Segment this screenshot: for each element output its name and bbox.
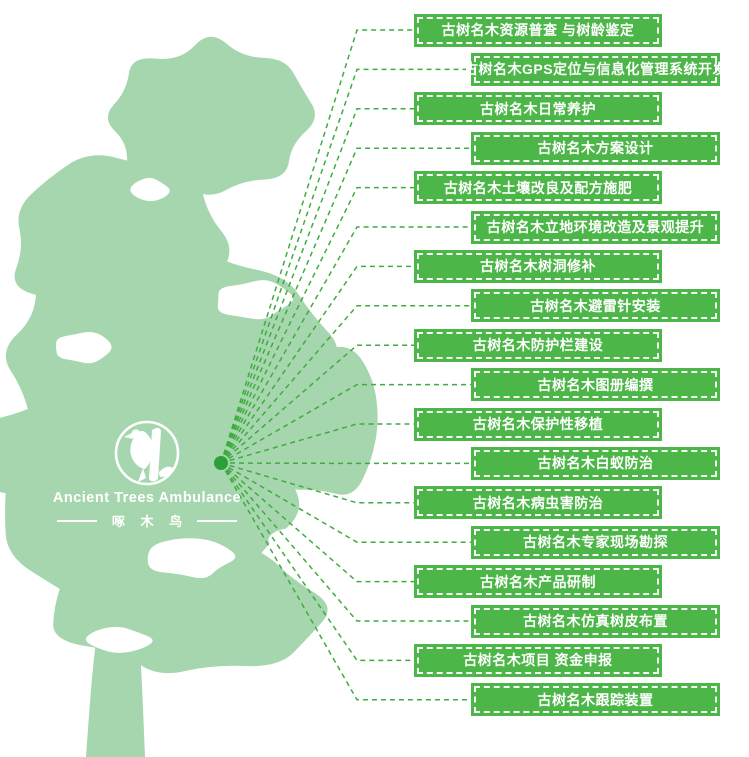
connector-line <box>220 462 418 504</box>
connector-line <box>220 186 418 464</box>
service-banner[interactable]: 古树名木避雷针安装 <box>471 289 720 323</box>
canopy-gap <box>85 626 153 653</box>
banner-label: 古树名木项目 资金申报 <box>463 652 613 669</box>
service-banner[interactable]: 古树名木项目 资金申报 <box>414 643 662 677</box>
connector-line <box>220 383 475 464</box>
canopy-blob <box>0 399 106 501</box>
connector-line <box>220 462 475 701</box>
canopy-gaps <box>56 177 313 653</box>
banner-label: 古树名木树洞修补 <box>480 258 596 275</box>
service-banner[interactable]: 古树名木跟踪装置 <box>471 683 720 717</box>
banner-label: 古树名木资源普查 与树龄鉴定 <box>441 22 635 38</box>
banner-label: 古树名木跟踪装置 <box>537 691 654 708</box>
banner-label: 古树名木白蚁防治 <box>537 455 654 472</box>
banner-label: 古树名木仿真树皮布置 <box>523 613 668 629</box>
banner-dashed-frame: 古树名木保护性移植 <box>417 410 659 438</box>
service-banner[interactable]: 古树名木专家现场勘探 <box>471 525 720 559</box>
connector-line <box>220 29 418 464</box>
canopy-gap <box>147 538 236 579</box>
logo-rule-left <box>56 519 97 522</box>
banner-dashed-frame: 古树名木仿真树皮布置 <box>474 607 717 635</box>
service-banner[interactable]: 古树名木白蚁防治 <box>471 446 720 480</box>
logo: Ancient Trees Ambulance 啄 木 鸟 <box>26 418 268 530</box>
connector-line <box>220 423 418 464</box>
connector-line <box>220 108 418 464</box>
banner-dashed-frame: 古树名木方案设计 <box>474 134 717 162</box>
connector-line <box>220 226 475 464</box>
banner-dashed-frame: 古树名木树洞修补 <box>417 252 659 280</box>
service-banner[interactable]: 古树名木资源普查 与树龄鉴定 <box>414 13 662 47</box>
banner-label: 古树名木产品研制 <box>480 573 596 590</box>
banner-dashed-frame: 古树名木白蚁防治 <box>474 449 717 477</box>
connector-line <box>220 344 418 464</box>
banner-label: 古树名木土壤改良及配方施肥 <box>443 179 633 196</box>
banner-dashed-frame: 古树名木专家现场勘探 <box>474 528 717 556</box>
service-banner[interactable]: 古树名木仿真树皮布置 <box>471 604 720 638</box>
banner-label: 古树名木病虫害防治 <box>472 494 604 511</box>
tree-canopy <box>0 36 378 674</box>
banner-label: 古树名木GPS定位与信息化管理系统开发 <box>463 61 728 78</box>
banner-dashed-frame: 古树名木项目 资金申报 <box>417 646 659 674</box>
service-banner[interactable]: 古树名木图册编撰 <box>471 368 720 402</box>
connector-lines <box>220 29 475 701</box>
hub-dot <box>214 456 228 470</box>
service-banner[interactable]: 古树名木立地环境改造及景观提升 <box>471 210 720 244</box>
service-banner[interactable]: 古树名木产品研制 <box>414 565 662 599</box>
woodpecker-logo-icon <box>114 420 180 486</box>
banner-label: 古树名木图册编撰 <box>537 376 654 393</box>
connector-line <box>220 147 475 464</box>
banner-dashed-frame: 古树名木图册编撰 <box>474 371 717 399</box>
service-banner[interactable]: 古树名木病虫害防治 <box>414 486 662 520</box>
service-banner[interactable]: 古树名木日常养护 <box>414 92 662 126</box>
connector-line <box>220 462 475 622</box>
logo-subtitle: 啄 木 鸟 <box>111 514 189 529</box>
logo-rule-right <box>197 519 238 522</box>
banner-dashed-frame: 古树名木立地环境改造及景观提升 <box>474 213 717 241</box>
banner-dashed-frame: 古树名木防护栏建设 <box>417 331 659 359</box>
canopy-gap <box>268 528 313 552</box>
service-banner[interactable]: 古树名木防护栏建设 <box>414 328 662 362</box>
banner-dashed-frame: 古树名木跟踪装置 <box>474 686 717 714</box>
banner-dashed-frame: 古树名木产品研制 <box>417 568 659 596</box>
banner-dashed-frame: 古树名木GPS定位与信息化管理系统开发 <box>464 55 727 83</box>
banner-label: 古树名木防护栏建设 <box>472 337 604 354</box>
banner-dashed-frame: 古树名木病虫害防治 <box>417 489 659 517</box>
banner-label: 古树名木保护性移植 <box>472 416 604 432</box>
service-banner[interactable]: 古树名木GPS定位与信息化管理系统开发 <box>464 52 727 86</box>
banner-label: 古树名木日常养护 <box>480 100 596 117</box>
banner-dashed-frame: 古树名木资源普查 与树龄鉴定 <box>417 16 659 44</box>
banner-dashed-frame: 古树名木避雷针安装 <box>474 292 717 320</box>
canopy-blob <box>256 346 378 495</box>
connector-line <box>220 305 475 464</box>
canopy-blob <box>107 36 315 195</box>
banner-label: 古树名木专家现场勘探 <box>523 534 668 551</box>
connector-line <box>220 265 418 464</box>
connector-line <box>220 68 475 464</box>
banner-label: 古树名木方案设计 <box>537 140 654 157</box>
banner-dashed-frame: 古树名木日常养护 <box>417 95 659 123</box>
connector-line <box>220 462 418 662</box>
canopy-gap <box>56 331 112 364</box>
banner-dashed-frame: 古树名木土壤改良及配方施肥 <box>417 174 659 202</box>
connector-line <box>220 462 418 583</box>
banner-label: 古树名木避雷针安装 <box>530 297 661 314</box>
canopy-gap <box>130 177 170 202</box>
canopy-gap <box>254 218 310 248</box>
service-banner[interactable]: 古树名木方案设计 <box>471 131 720 165</box>
logo-title: Ancient Trees Ambulance <box>52 490 242 506</box>
banner-label: 古树名木立地环境改造及景观提升 <box>486 219 705 235</box>
connector-line <box>220 462 475 543</box>
service-banner[interactable]: 古树名木保护性移植 <box>414 407 662 441</box>
service-banner[interactable]: 古树名木树洞修补 <box>414 249 662 283</box>
service-banner[interactable]: 古树名木土壤改良及配方施肥 <box>414 171 662 205</box>
